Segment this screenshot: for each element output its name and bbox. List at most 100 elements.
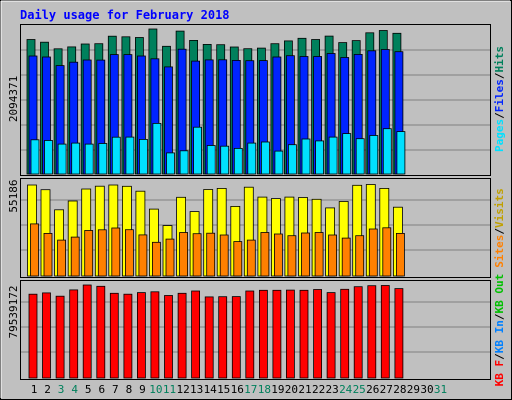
legend-visits: Visits <box>493 188 506 228</box>
kbytes-bar <box>231 296 241 379</box>
kbytes-bar <box>69 289 79 379</box>
kbytes-bar <box>340 288 350 379</box>
sites-bar <box>97 229 107 277</box>
day-label: 11 <box>163 383 176 396</box>
day-label: 13 <box>190 383 203 396</box>
sites-bar <box>43 232 53 277</box>
kbytes-bar <box>204 296 214 379</box>
sites-bar <box>246 239 256 277</box>
sites-bar <box>30 223 39 277</box>
day-label: 31 <box>434 383 447 396</box>
kbytes-bar <box>394 288 404 379</box>
kbytes-bar <box>353 286 363 379</box>
sites-bar <box>219 234 229 277</box>
pages-bar <box>328 136 338 175</box>
pages-bar <box>30 139 40 175</box>
sites-bar <box>84 230 94 277</box>
pages-bar <box>220 145 230 175</box>
day-label: 7 <box>112 383 119 396</box>
pages-bar <box>98 143 108 175</box>
kbytes-bar <box>42 292 51 379</box>
day-label: 12 <box>176 383 189 396</box>
pages-bar <box>125 136 135 175</box>
legend-sep-1: / <box>493 112 506 119</box>
sites-bar <box>395 232 405 277</box>
pages-bar <box>301 138 311 175</box>
legend-sep-3: / <box>493 228 506 235</box>
pages-bar <box>206 145 216 175</box>
kbytes-bar <box>218 296 228 379</box>
day-label: 3 <box>58 383 65 396</box>
pages-bar <box>71 142 81 175</box>
sites-bar <box>57 239 66 277</box>
kbytes-bar <box>191 290 201 379</box>
legend-kb-in: KB In <box>493 320 506 353</box>
day-label: 25 <box>353 383 366 396</box>
day-label: 14 <box>204 383 218 396</box>
day-label: 1 <box>31 383 38 396</box>
pages-bar <box>111 136 121 175</box>
kbytes-bar <box>82 284 92 379</box>
sites-bar <box>192 233 202 277</box>
sites-bar <box>368 228 378 277</box>
kbytes-bar <box>28 293 38 379</box>
pages-bar <box>57 143 67 175</box>
pages-bar <box>193 126 203 175</box>
sites-bar <box>138 234 148 277</box>
day-label: 10 <box>149 383 162 396</box>
day-label: 27 <box>380 383 393 396</box>
day-label: 5 <box>85 383 92 396</box>
pages-bar <box>355 138 365 175</box>
kbytes-bar <box>164 295 173 379</box>
pages-bar <box>396 131 406 175</box>
sites-bar <box>273 233 283 277</box>
day-label: 23 <box>325 383 338 396</box>
chart-title: Daily usage for February 2018 <box>20 8 230 22</box>
sites-bar <box>165 238 175 277</box>
pages-bar <box>247 142 257 175</box>
pages-bar <box>342 133 352 175</box>
legend-pages: Pages <box>493 119 506 152</box>
bars-layer <box>21 28 490 379</box>
legend-kb-f: KB F <box>493 360 506 387</box>
usage-legend: Pages/Files/Hits <box>493 46 506 152</box>
pages-bar <box>260 141 270 175</box>
pages-bar <box>84 143 94 175</box>
sites-bar <box>301 232 310 277</box>
sites-bar <box>260 232 270 277</box>
day-label: 17 <box>244 383 257 396</box>
kbytes-max-label: 79539172 <box>7 286 20 339</box>
kbytes-bar <box>150 291 160 379</box>
day-labels: 1 2 3 4 5 6 7 8 9 10 11 12 13 14 15 16 17 18 19 20 21 22 23 24 2… <box>31 383 447 396</box>
kbytes-bar <box>313 289 323 379</box>
kbytes-bar <box>109 292 119 379</box>
day-label: 24 <box>339 383 353 396</box>
day-label: 18 <box>258 383 271 396</box>
day-label: 21 <box>298 383 311 396</box>
kbytes-legend: KB F/KB In/KB Out <box>493 274 506 387</box>
sites-bar <box>125 229 134 277</box>
kbytes-bar <box>272 289 282 379</box>
pages-bar <box>179 150 189 175</box>
day-label: 9 <box>139 383 146 396</box>
day-label: 8 <box>126 383 133 396</box>
sites-bar <box>355 235 365 277</box>
legend-sites: Sites <box>493 235 506 268</box>
pages-bar <box>138 138 148 175</box>
sites-bar <box>70 236 80 277</box>
pages-bar <box>233 147 243 175</box>
day-label: 4 <box>71 383 78 396</box>
sites-bar <box>151 241 161 277</box>
legend-sep-4: / <box>493 353 506 360</box>
day-label: 28 <box>393 383 406 396</box>
pages-bar <box>369 135 379 175</box>
sites-bar <box>382 227 392 277</box>
visits-legend: Sites/Visits <box>493 188 506 268</box>
usage-max-label: 2094371 <box>7 76 20 122</box>
day-label: 6 <box>98 383 105 396</box>
kbytes-bar <box>96 285 106 379</box>
kbytes-bar <box>258 289 268 379</box>
day-label: 30 <box>420 383 433 396</box>
sites-bar <box>233 241 243 277</box>
